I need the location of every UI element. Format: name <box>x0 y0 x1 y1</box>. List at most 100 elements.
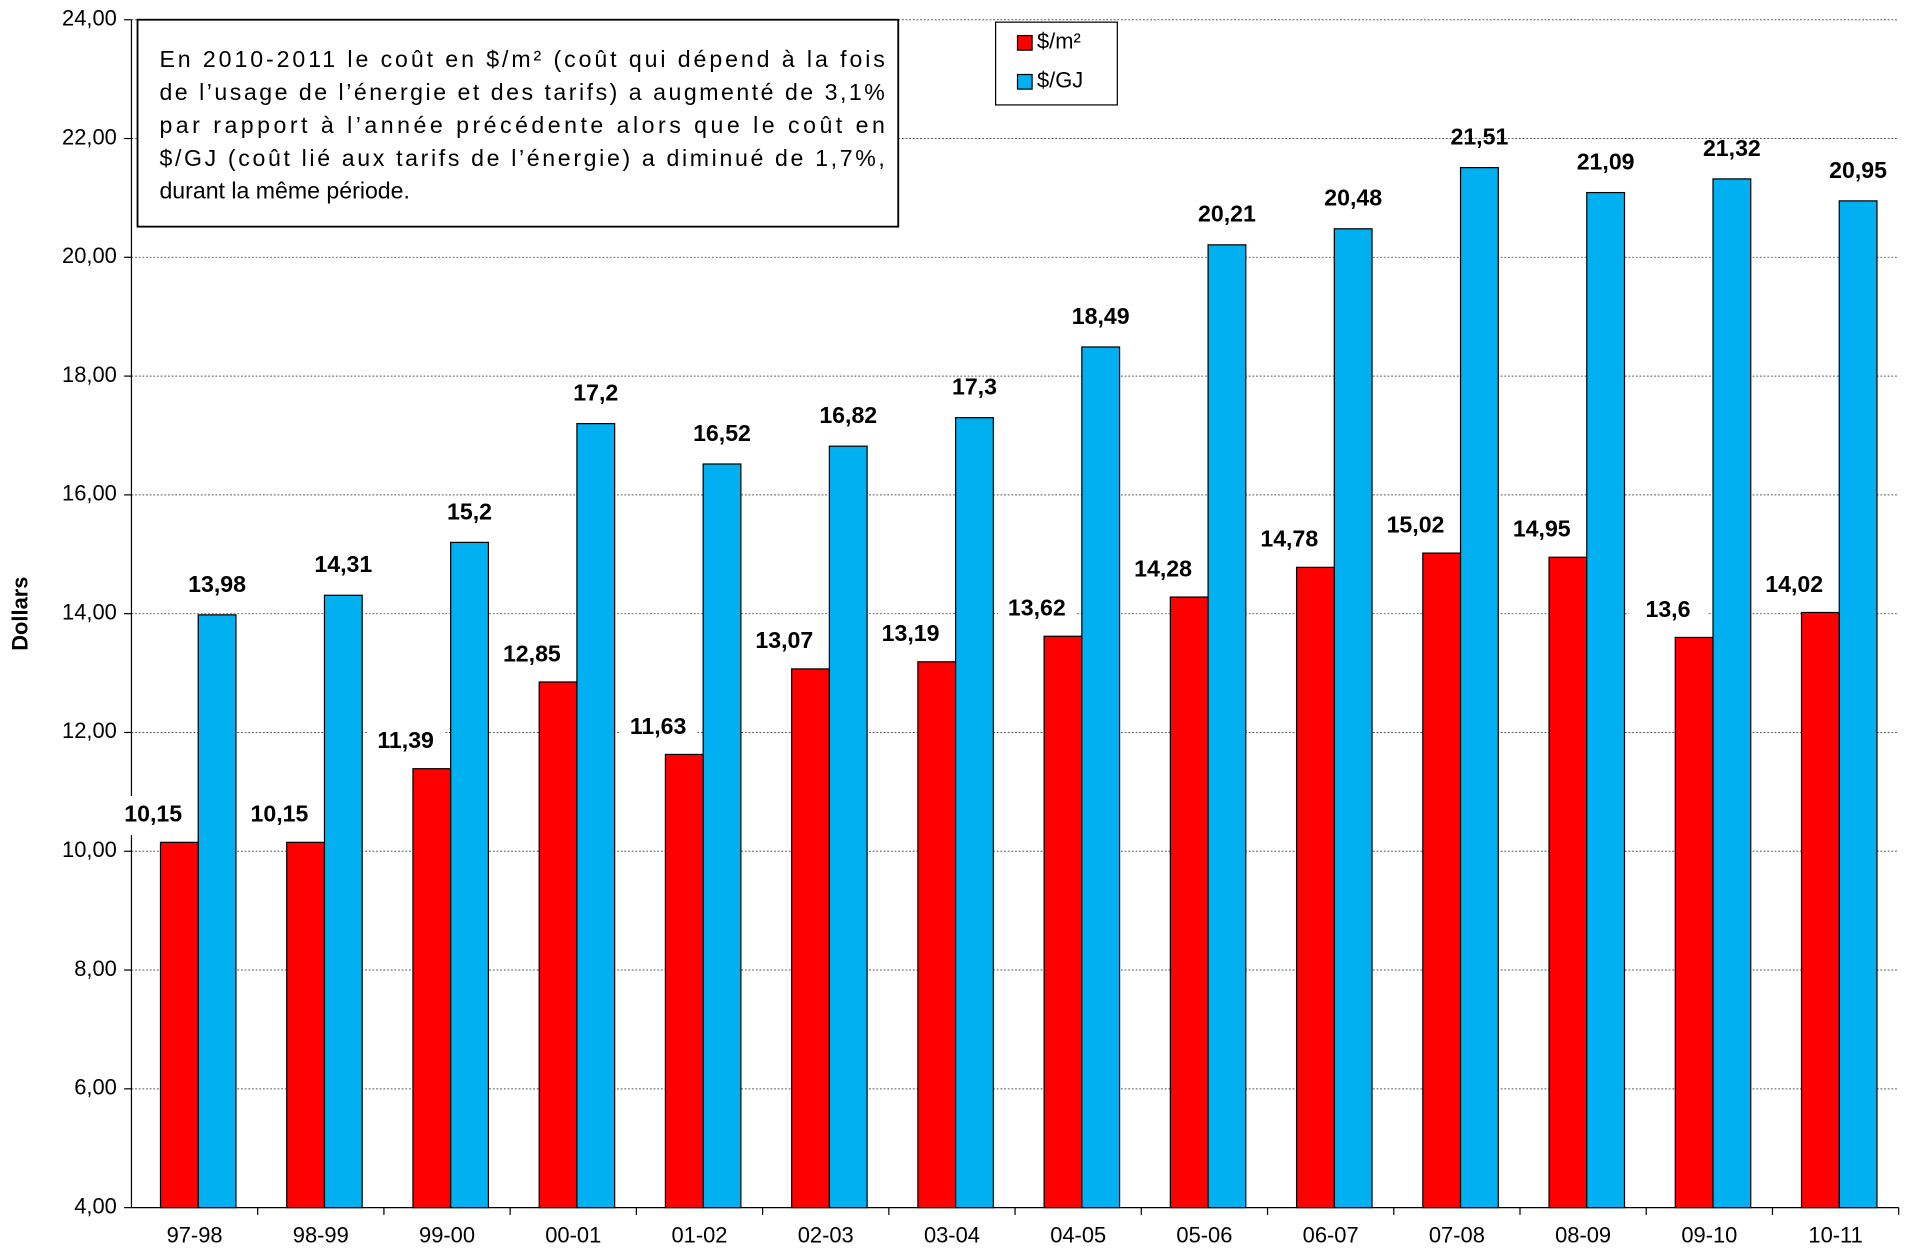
value-label: 13,6 <box>1645 596 1690 622</box>
bar <box>197 614 237 1209</box>
y-axis-title: Dollars <box>8 577 33 651</box>
legend-swatch <box>1016 34 1033 51</box>
bar <box>1333 228 1373 1209</box>
value-label-bg <box>114 796 193 836</box>
value-label-bg <box>1755 566 1834 606</box>
bar <box>538 681 578 1209</box>
y-tick-label: 14,00 <box>62 599 117 624</box>
x-tick-label: 10-11 <box>1808 1223 1862 1248</box>
value-label: 10,15 <box>124 801 182 827</box>
annotation-text: $/GJ (coût lié aux tarifs de l’énergie) … <box>159 145 884 171</box>
y-tick-label: 24,00 <box>62 6 117 31</box>
value-label-bg <box>366 722 445 762</box>
bar <box>1207 244 1247 1209</box>
x-tick-label: 04-05 <box>1050 1223 1106 1248</box>
value-label-bg <box>745 622 824 662</box>
value-label: 16,82 <box>819 402 877 428</box>
bar <box>450 541 490 1209</box>
value-label: 14,31 <box>314 551 372 577</box>
value-label: 12,85 <box>503 640 561 666</box>
value-label: 14,78 <box>1260 526 1318 552</box>
legend-box <box>994 21 1118 106</box>
bar <box>412 768 452 1209</box>
bar <box>664 753 704 1209</box>
x-tick-label: 08-09 <box>1555 1223 1611 1248</box>
value-label: 13,19 <box>882 620 940 646</box>
bar <box>917 661 957 1209</box>
value-label: 14,28 <box>1134 555 1192 581</box>
value-label-bg <box>492 635 571 675</box>
value-label: 18,49 <box>1072 303 1130 329</box>
value-label: 11,63 <box>630 713 687 739</box>
annotation-box <box>136 18 900 228</box>
value-label: 13,62 <box>1008 595 1066 621</box>
value-label: 17,2 <box>573 380 618 406</box>
value-label-bg <box>240 796 319 836</box>
y-tick-label: 18,00 <box>62 362 117 387</box>
value-label: 21,32 <box>1703 135 1761 161</box>
value-label: 20,21 <box>1198 201 1256 227</box>
bar <box>702 463 742 1209</box>
legend-swatch <box>1016 73 1033 90</box>
bar <box>1295 566 1335 1209</box>
x-tick-label: 02-03 <box>798 1223 854 1248</box>
bar <box>1674 636 1714 1209</box>
bar <box>1169 596 1209 1209</box>
x-tick-label: 00-01 <box>545 1223 601 1248</box>
y-tick-label: 8,00 <box>74 956 117 981</box>
value-label: 20,48 <box>1324 185 1382 211</box>
y-tick-label: 20,00 <box>62 243 117 268</box>
value-label-bg <box>871 615 950 655</box>
annotation-text: de l’usage de l’énergie et des tarifs) a… <box>159 79 884 105</box>
value-label: 20,95 <box>1829 157 1887 183</box>
value-label-bg <box>1629 591 1707 631</box>
value-label: 10,15 <box>250 801 308 827</box>
annotation-text: En 2010-2011 le coût en $/m² (coût qui d… <box>159 46 884 72</box>
value-label: 13,98 <box>188 571 246 597</box>
value-label: 14,02 <box>1765 571 1823 597</box>
value-label: 17,3 <box>952 374 997 400</box>
value-label: 16,52 <box>693 420 751 446</box>
bar <box>1712 178 1752 1209</box>
bar <box>1800 611 1840 1209</box>
x-tick-label: 07-08 <box>1429 1223 1485 1248</box>
x-tick-label: 05-06 <box>1176 1223 1232 1248</box>
bar <box>1586 191 1626 1209</box>
bar <box>791 668 830 1209</box>
value-label-bg <box>1124 550 1202 590</box>
bar <box>323 594 363 1209</box>
bar <box>828 445 868 1209</box>
bar <box>1081 346 1121 1209</box>
value-label: 21,51 <box>1450 124 1508 150</box>
annotation-text: par rapport à l’année précédente alors q… <box>159 112 884 138</box>
y-tick-label: 6,00 <box>74 1075 117 1100</box>
value-label: 14,95 <box>1513 516 1571 542</box>
value-label-bg <box>997 589 1076 629</box>
y-tick-label: 22,00 <box>62 124 117 149</box>
x-tick-label: 97-98 <box>167 1223 223 1248</box>
value-label: 21,09 <box>1577 148 1635 174</box>
x-tick-label: 09-10 <box>1681 1223 1737 1248</box>
annotation-text: durant la même période. <box>159 178 410 204</box>
value-label: 15,02 <box>1387 511 1445 537</box>
bar <box>1548 556 1588 1209</box>
y-tick-label: 4,00 <box>74 1193 117 1218</box>
x-tick-label: 03-04 <box>924 1223 980 1248</box>
bar <box>1459 167 1499 1209</box>
x-tick-label: 01-02 <box>671 1223 727 1248</box>
value-label: 15,2 <box>447 498 492 524</box>
value-label-bg <box>1502 511 1581 550</box>
value-label-bg <box>1376 506 1455 546</box>
y-tick-label: 12,00 <box>62 718 117 743</box>
y-tick-label: 10,00 <box>62 837 117 862</box>
value-label: 11,39 <box>377 727 434 753</box>
x-tick-label: 99-00 <box>419 1223 475 1248</box>
value-label-bg <box>1250 521 1329 561</box>
bar <box>954 417 994 1209</box>
bar <box>1838 200 1878 1209</box>
bar <box>286 841 326 1209</box>
x-tick-label: 98-99 <box>293 1223 349 1248</box>
legend-label: $/GJ <box>1037 68 1083 93</box>
